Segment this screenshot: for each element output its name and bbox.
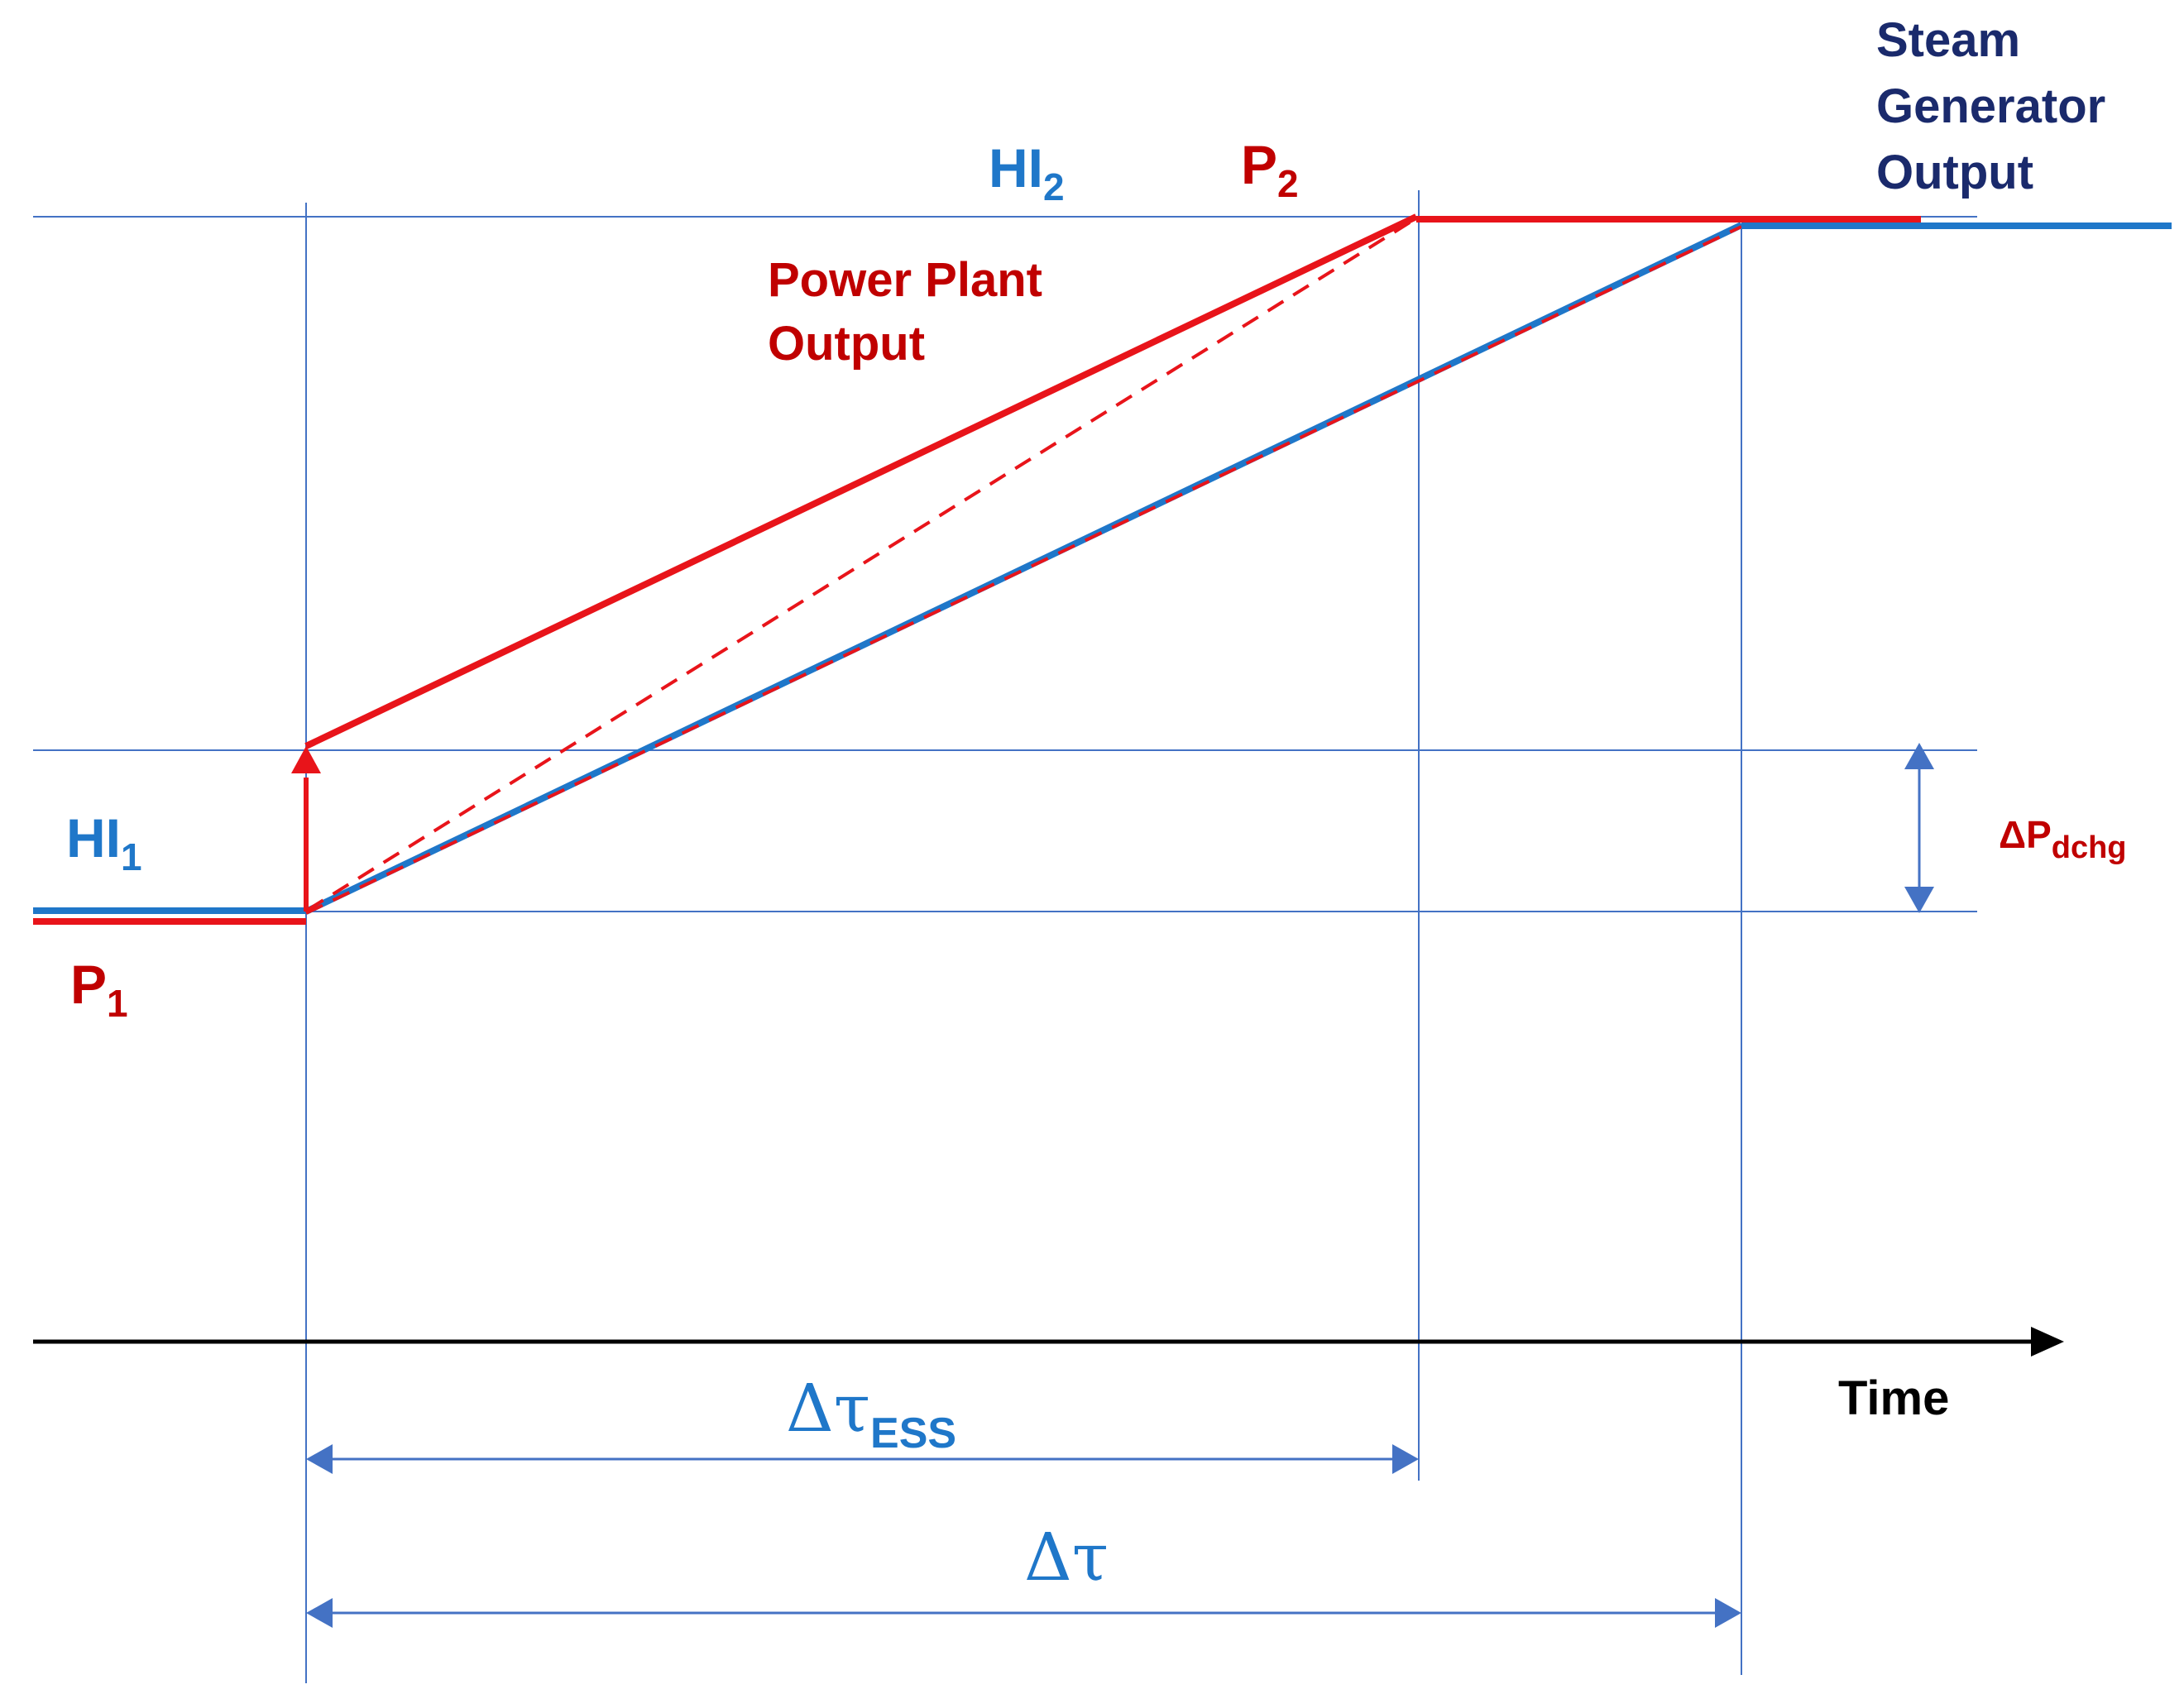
steam-generator-label-line2: Generator [1876, 79, 2105, 133]
tau-ess-label: ΔτESS [786, 1370, 956, 1457]
tau-label: Δτ [1024, 1519, 1109, 1596]
tau-arrowhead-right [1715, 1598, 1741, 1628]
hi1-label: HI1 [66, 807, 142, 878]
tau-arrowhead-left [306, 1598, 333, 1628]
delta-p-dchg-label: ΔPdchg [1999, 813, 2127, 865]
tau-ess-arrowhead-right [1392, 1444, 1419, 1474]
steam-generator-label-line3: Output [1876, 146, 2033, 199]
p1-label: P1 [70, 954, 128, 1025]
delta-p-arrowhead-up [1904, 743, 1934, 769]
power-plant-output-label-line1: Power Plant [768, 253, 1042, 307]
time-axis-label: Time [1838, 1371, 1949, 1425]
delta-p-arrowhead-down [1904, 887, 1934, 913]
hi2-label: HI2 [989, 137, 1065, 208]
p2-label: P2 [1241, 134, 1299, 205]
time-axis-arrowhead [2031, 1327, 2064, 1357]
steam-generator-label-line1: Steam [1876, 13, 2020, 67]
power-plant-output-label-line2: Output [768, 317, 925, 371]
power-plant-natural-ramp-dashed [305, 225, 1742, 915]
power-plant-ess-ramp-dashed [306, 217, 1418, 912]
discharge-jump-arrowhead [291, 746, 321, 773]
tau-ess-arrowhead-left [306, 1444, 333, 1474]
power-plant-output-ramp [304, 213, 1418, 749]
